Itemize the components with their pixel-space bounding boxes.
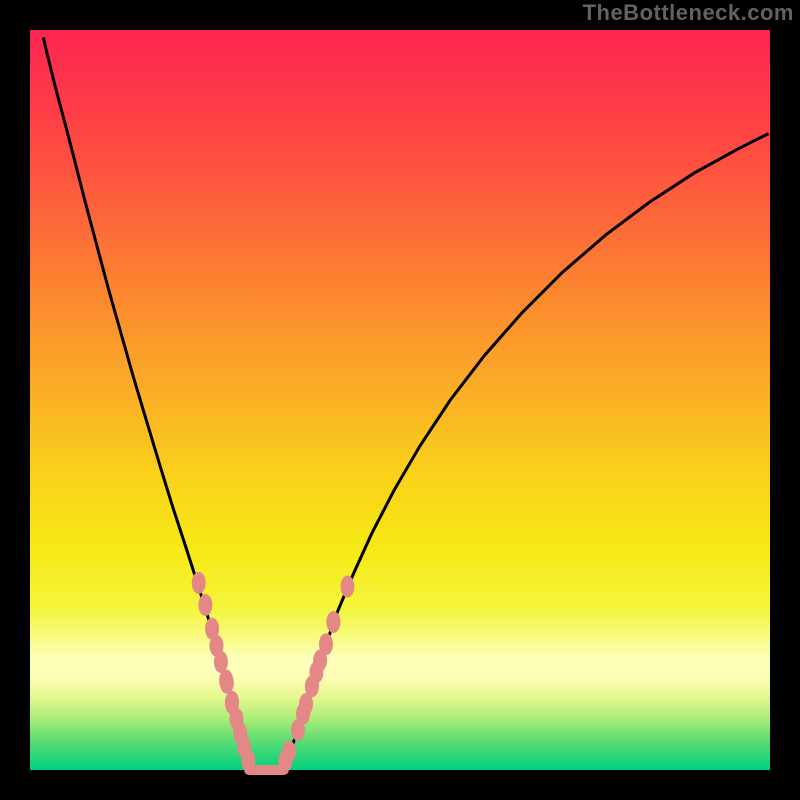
marker-point bbox=[192, 572, 206, 594]
marker-point bbox=[241, 749, 255, 771]
root-container: TheBottleneck.com bbox=[0, 0, 800, 800]
marker-point bbox=[340, 575, 354, 597]
chart-svg bbox=[0, 0, 800, 800]
marker-point bbox=[282, 741, 296, 763]
marker-point bbox=[220, 672, 234, 694]
marker-point bbox=[326, 611, 340, 633]
marker-point bbox=[319, 633, 333, 655]
marker-point bbox=[198, 594, 212, 616]
